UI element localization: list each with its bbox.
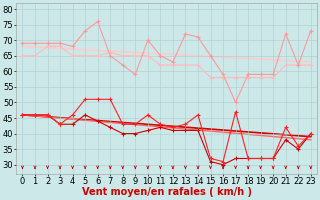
X-axis label: Vent moyen/en rafales ( km/h ): Vent moyen/en rafales ( km/h ) <box>82 187 252 197</box>
